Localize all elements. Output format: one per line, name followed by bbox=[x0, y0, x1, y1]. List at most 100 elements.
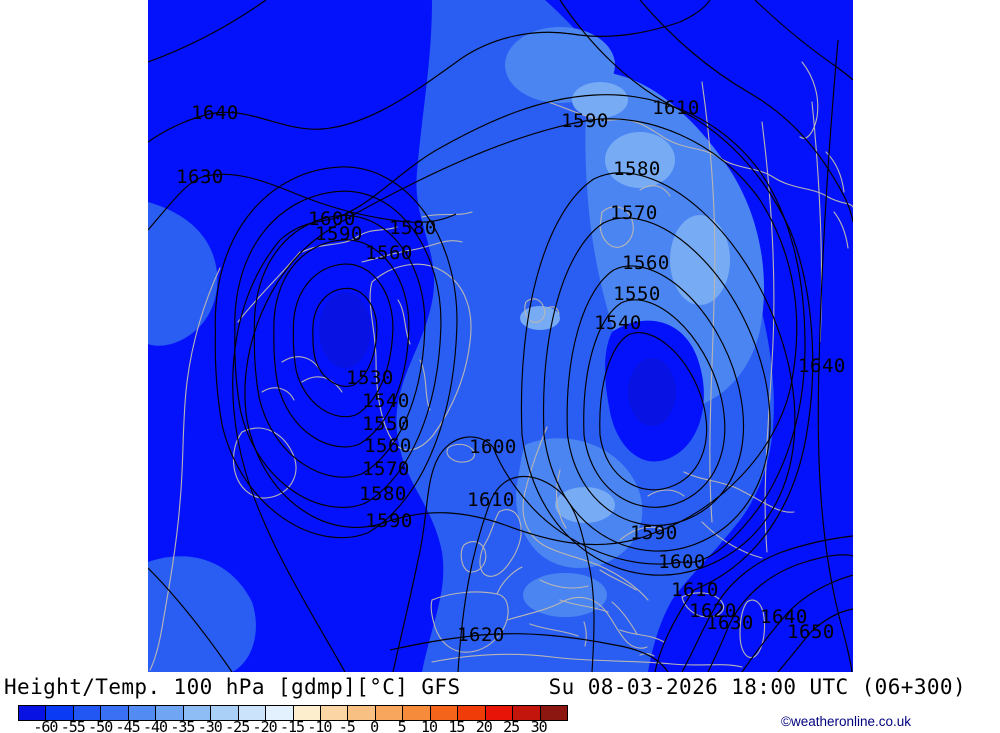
coastline-path-14 bbox=[529, 569, 665, 643]
colorbar-tick: -40 bbox=[142, 718, 168, 733]
colorbar-tick: -45 bbox=[115, 718, 141, 733]
valid-time-label: Su 08-03-2026 18:00 UTC (06+300) bbox=[548, 675, 966, 699]
colorbar-cell-2 bbox=[73, 706, 102, 720]
contour-ring-east-1 bbox=[583, 299, 726, 508]
contour-line-6 bbox=[707, 554, 853, 672]
contour-ring-west-0 bbox=[312, 287, 378, 387]
contour-label-1600: 1600 bbox=[469, 436, 517, 458]
colorbar-cell-10 bbox=[293, 706, 321, 720]
contour-ring-east-0 bbox=[599, 332, 708, 491]
shade-mid-left-edge bbox=[148, 202, 218, 346]
colorbar-tick: -5 bbox=[338, 718, 356, 733]
contour-ring-west-5 bbox=[214, 166, 458, 539]
colorbar-tick: 20 bbox=[475, 718, 493, 733]
colorbar-cell-15 bbox=[430, 706, 459, 720]
copyright-watermark: ©weatheronline.co.uk bbox=[781, 714, 912, 729]
coastline-path-0 bbox=[237, 211, 473, 323]
coastline-path-10 bbox=[681, 592, 766, 659]
colorbar-cell-13 bbox=[375, 706, 404, 720]
contour-label-1590: 1590 bbox=[630, 522, 678, 544]
colorbar-tick: -55 bbox=[60, 718, 86, 733]
colorbar-cell-1 bbox=[46, 706, 74, 720]
contour-line-0 bbox=[244, 118, 798, 546]
colorbar-tick: -60 bbox=[33, 718, 58, 733]
colorbar-tick: 10 bbox=[420, 718, 438, 733]
contour-label-1630: 1630 bbox=[176, 166, 224, 188]
contour-label-1590: 1590 bbox=[561, 110, 609, 132]
contour-label-1600: 1600 bbox=[658, 551, 706, 573]
colorbar-tick: 0 bbox=[370, 718, 379, 733]
coastlines bbox=[149, 61, 853, 671]
colorbar-tick: -50 bbox=[88, 718, 113, 733]
weather-map: 1640 1630 1600 1590 1580 1560 1610 1590 1580 1570… bbox=[148, 0, 853, 672]
contour-ring-west-3 bbox=[253, 215, 426, 478]
contour-label-1560: 1560 bbox=[364, 435, 412, 457]
contour-ring-east-3 bbox=[542, 217, 771, 552]
colorbar-cell-17 bbox=[485, 706, 514, 720]
colorbar-tick: -10 bbox=[307, 718, 332, 733]
contour-label-1610: 1610 bbox=[652, 97, 700, 119]
colorbar-tick: 25 bbox=[503, 718, 520, 733]
contour-line-14 bbox=[754, 0, 853, 81]
contour-ring-west-2 bbox=[273, 239, 410, 448]
chart-title: Height/Temp. 100 hPa [gdmp][°C] GFS bbox=[4, 675, 461, 699]
colorbar-cell-3 bbox=[101, 706, 129, 720]
temperature-shading bbox=[148, 0, 853, 672]
contour-label-1540: 1540 bbox=[362, 390, 410, 412]
contour-label-1550: 1550 bbox=[613, 283, 661, 305]
contour-label-1580: 1580 bbox=[389, 217, 437, 239]
contour-line-9 bbox=[817, 39, 853, 672]
colorbar-cell-4 bbox=[128, 706, 157, 720]
contour-label-1640: 1640 bbox=[760, 606, 808, 628]
shade-lighter-patch-2 bbox=[670, 215, 730, 305]
contour-line-15 bbox=[148, 567, 233, 672]
colorbar-tick: 15 bbox=[448, 718, 465, 733]
colorbar-cell-14 bbox=[403, 706, 431, 720]
shade-mid-bottom-left bbox=[148, 556, 256, 672]
coastline-path-9 bbox=[431, 596, 743, 668]
contour-label-1570: 1570 bbox=[610, 202, 658, 224]
shade-lighter-baltic bbox=[555, 487, 615, 523]
contour-ring-east-2 bbox=[566, 265, 744, 526]
coastline-path-12 bbox=[683, 81, 823, 559]
coastline-path-2 bbox=[232, 356, 343, 499]
contour-line-12 bbox=[148, 173, 457, 231]
colorbar-tick: 5 bbox=[397, 718, 407, 733]
contour-line-5 bbox=[681, 535, 853, 672]
colorbar-tick: -15 bbox=[279, 718, 305, 733]
coastline-path-8 bbox=[430, 566, 523, 653]
contour-label-1610: 1610 bbox=[671, 579, 719, 601]
colorbar-tick-labels: -60 -55 -50 -45 -40 -35 -30 -25 -20 -15 -10 -5 0 5 10 1… bbox=[18, 718, 566, 733]
contour-line-10 bbox=[148, 0, 711, 143]
contour-line-2 bbox=[559, 0, 814, 672]
colorbar-tick: -25 bbox=[225, 718, 250, 733]
contour-line-4 bbox=[389, 633, 669, 672]
coastline-path-1 bbox=[149, 267, 221, 671]
colorbar-cell-11 bbox=[320, 706, 349, 720]
contour-label-1540: 1540 bbox=[594, 312, 642, 334]
coastline-path-4 bbox=[446, 443, 475, 463]
contour-label-1580: 1580 bbox=[359, 483, 407, 505]
colorbar-cell-7 bbox=[211, 706, 239, 720]
colorbar-cell-19 bbox=[540, 706, 568, 720]
contour-label-1610: 1610 bbox=[467, 489, 515, 511]
contour-line-11 bbox=[148, 0, 267, 63]
colorbar-tick: -35 bbox=[170, 718, 195, 733]
contour-label-1590: 1590 bbox=[315, 223, 363, 245]
temperature-colorbar bbox=[18, 705, 568, 721]
contour-line-8 bbox=[777, 608, 853, 672]
contour-label-1530: 1530 bbox=[346, 367, 394, 389]
shade-lighter-svalbard bbox=[520, 306, 560, 330]
height-contours bbox=[148, 0, 853, 672]
contour-label-1600: 1600 bbox=[308, 208, 356, 230]
shade-dark-right-core bbox=[628, 358, 676, 426]
contour-label-1590: 1590 bbox=[365, 510, 413, 532]
contour-label-1580: 1580 bbox=[613, 158, 661, 180]
colorbar-cell-0 bbox=[19, 706, 47, 720]
colorbar-cell-18 bbox=[513, 706, 541, 720]
contour-label-1560: 1560 bbox=[365, 242, 413, 264]
contour-line-13 bbox=[639, 0, 853, 223]
colorbar-cell-9 bbox=[266, 706, 294, 720]
